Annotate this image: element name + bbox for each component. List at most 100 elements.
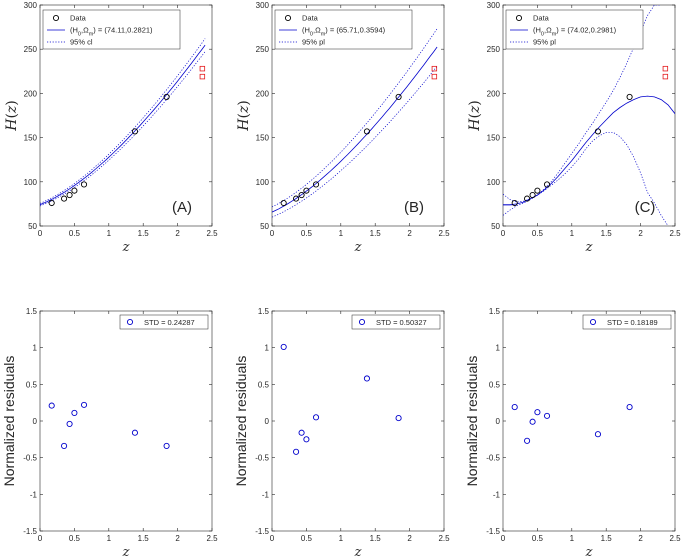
y-tick-label: 1 (265, 344, 270, 353)
plot-area (511, 404, 633, 444)
y-tick-label: 100 (256, 178, 270, 187)
panel-c-residuals: 0 0.5 1 1.5 2 2.5 -1.5 -1 -0.5 0 0.5 1 1.5 z Normalize… (464, 307, 681, 559)
y-tick-label: 0.5 (26, 380, 38, 389)
x-tick-label: 2.5 (206, 534, 218, 543)
panel-label: (B) (404, 199, 424, 216)
x-axis-label: z (354, 240, 362, 255)
y-tick-label: 200 (487, 89, 501, 98)
data-point (534, 409, 541, 416)
y-tick-label: 0.5 (258, 380, 270, 389)
data-point (312, 414, 320, 421)
x-tick-label: 0.5 (301, 534, 313, 543)
y-tick-label: 100 (487, 178, 501, 187)
legend-text-part: ,Ω (313, 26, 321, 35)
x-tick-label: 1 (107, 534, 112, 543)
y-tick-label: 100 (24, 178, 38, 187)
legend-text-std: STD = 0.50327 (376, 318, 427, 327)
x-tick-label: 2.5 (438, 229, 450, 238)
legend-box (274, 9, 413, 50)
panel-b: 0 0.5 1 1.5 2 2.550100150200250300zH(z)(B)Dat… (236, 1, 450, 255)
y-tick-label: -1.5 (23, 527, 37, 536)
data-point (80, 401, 88, 408)
y-axis-label-var: z (4, 105, 20, 114)
panel-label: (A) (172, 199, 192, 216)
y-tick-label: 250 (256, 45, 270, 54)
x-axis-label: z (122, 545, 130, 559)
y-axis-label-z: ( (236, 113, 252, 118)
y-tick-label: -0.5 (23, 454, 37, 463)
y-tick-label: 300 (256, 1, 270, 10)
legend-text-part: ,Ω (544, 26, 552, 35)
y-axis-label-close: ) (467, 100, 483, 105)
data-point (312, 181, 320, 188)
data-point (80, 181, 88, 188)
x-tick-label: 0.5 (532, 534, 544, 543)
data-point (48, 402, 55, 409)
data-point (280, 343, 287, 350)
legend: Data (H0,Ωm) = (74.11,0.2821)95% cl (42, 9, 181, 50)
x-tick-label: 0 (501, 229, 506, 238)
x-tick-label: 2.5 (438, 534, 450, 543)
legend-text-data: Data (302, 14, 319, 23)
x-tick-label: 2 (175, 229, 180, 238)
extra-point (199, 73, 206, 80)
legend-text-part: 0 (78, 32, 81, 38)
data-point (524, 437, 531, 444)
axes-box (39, 310, 213, 532)
data-point (298, 192, 305, 199)
band-upper-line (503, 5, 662, 216)
y-tick-label: 200 (24, 89, 38, 98)
data-point (163, 442, 170, 449)
x-axis-label: z (585, 240, 593, 255)
y-tick-label: 300 (24, 1, 38, 10)
fit-line (40, 44, 206, 206)
x-tick-label: 0.5 (69, 534, 81, 543)
data-point (529, 418, 536, 425)
band-upper-line (40, 38, 206, 204)
data-point (131, 128, 138, 135)
y-tick-label: 1 (496, 344, 501, 353)
legend-box (505, 9, 644, 50)
x-tick-label: 0.5 (69, 229, 81, 238)
y-tick-label: -1 (493, 490, 501, 499)
x-axis-label: z (585, 545, 593, 559)
y-tick-label: 200 (256, 89, 270, 98)
legend-box (42, 9, 181, 50)
y-tick-label: 1.5 (26, 307, 38, 316)
y-axis-label-z: ( (467, 113, 483, 118)
axes-box (502, 310, 676, 532)
legend-marker-std (126, 318, 134, 326)
x-tick-label: 1.5 (138, 229, 150, 238)
plot-area (272, 28, 438, 218)
y-tick-label: 0 (33, 417, 38, 426)
legend-marker-std (589, 318, 597, 326)
x-tick-label: 1 (339, 229, 344, 238)
y-tick-label: 0 (265, 417, 270, 426)
y-tick-label: 150 (256, 134, 270, 143)
band-lower-line (40, 51, 206, 207)
data-point (543, 181, 551, 188)
extra-point (662, 73, 669, 80)
data-point (626, 93, 633, 100)
data-point (303, 187, 310, 194)
plot-area (48, 401, 170, 449)
data-point (363, 375, 370, 382)
x-tick-label: 2.5 (669, 229, 681, 238)
extra-point (431, 65, 438, 72)
legend: Data (H0,Ωm) = (65.71,0.3594)95% pl (274, 9, 413, 50)
y-tick-label: 300 (487, 1, 501, 10)
legend-marker-data (52, 14, 60, 22)
y-tick-label: -1.5 (486, 527, 500, 536)
x-tick-label: 2 (407, 229, 412, 238)
legend-marker-data (515, 14, 523, 22)
legend: STD = 0.50327 (351, 314, 441, 330)
y-axis-label: Normalized residuals (233, 356, 249, 487)
y-tick-label: 150 (24, 134, 38, 143)
data-point (163, 93, 170, 100)
data-point (363, 128, 370, 135)
legend-text-part: ,Ω (81, 26, 89, 35)
legend-text-part: ) = (74.11,0.2821) (93, 26, 153, 35)
y-tick-label: 0 (496, 417, 501, 426)
x-tick-label: 0 (38, 534, 43, 543)
